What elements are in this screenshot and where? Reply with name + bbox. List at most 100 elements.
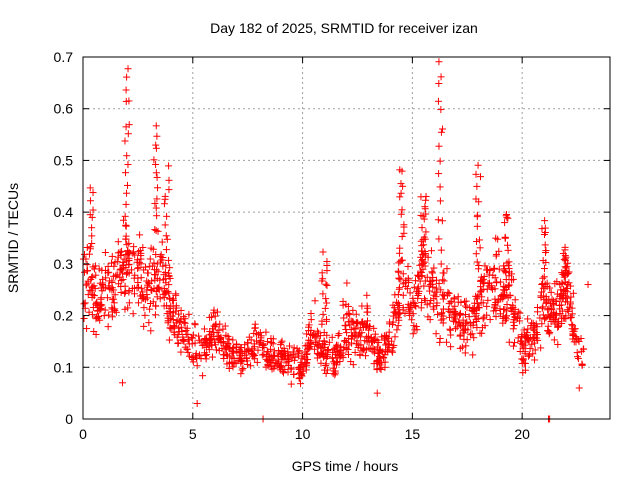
data-point (84, 277, 92, 285)
data-point (154, 184, 162, 192)
data-point (573, 353, 581, 361)
data-point (295, 375, 303, 383)
data-point (180, 337, 188, 345)
data-point (491, 302, 499, 310)
data-point (225, 364, 233, 372)
data-point (80, 314, 88, 322)
data-point (401, 309, 409, 317)
data-point (102, 267, 110, 275)
data-point (519, 345, 527, 353)
data-point (86, 243, 94, 251)
data-point (356, 351, 364, 359)
data-point (82, 255, 90, 263)
data-point (409, 330, 417, 338)
data-point (381, 336, 389, 344)
data-point (313, 332, 321, 340)
data-point (83, 261, 91, 269)
data-point (566, 300, 574, 308)
data-point (319, 290, 327, 298)
data-point (399, 270, 407, 278)
data-point (145, 319, 153, 327)
data-point (158, 238, 166, 246)
data-point (125, 299, 133, 307)
data-point (323, 347, 331, 355)
data-point (517, 339, 525, 347)
data-point (430, 264, 438, 272)
data-point (429, 303, 437, 311)
data-point (423, 301, 431, 309)
data-point (475, 303, 483, 311)
data-point (431, 288, 439, 296)
data-point (156, 295, 164, 303)
data-point (229, 345, 237, 353)
data-point (161, 268, 169, 276)
data-point (122, 263, 130, 271)
data-point (391, 291, 399, 299)
data-point (125, 249, 133, 257)
data-point (111, 305, 119, 313)
data-point (340, 337, 348, 345)
data-point (208, 313, 216, 321)
data-point (511, 296, 519, 304)
data-point (185, 336, 193, 344)
data-point (346, 321, 354, 329)
data-point (124, 161, 132, 169)
data-point (396, 309, 404, 317)
data-point (376, 353, 384, 361)
data-point (307, 316, 315, 324)
data-point (574, 355, 582, 363)
data-point (287, 380, 295, 388)
data-point (152, 251, 160, 259)
data-point (264, 338, 272, 346)
data-point (454, 298, 462, 306)
data-point (290, 344, 298, 352)
data-point (123, 181, 131, 189)
data-point (284, 355, 292, 363)
data-point (135, 299, 143, 307)
data-point (381, 363, 389, 371)
data-point (396, 244, 404, 252)
data-point (108, 259, 116, 267)
data-point (418, 257, 426, 265)
data-point (344, 309, 352, 317)
data-point (534, 308, 542, 316)
data-point (490, 265, 498, 273)
data-point (395, 259, 403, 267)
data-point (435, 235, 443, 243)
data-point (363, 317, 371, 325)
data-point (238, 366, 246, 374)
data-point (311, 345, 319, 353)
data-point (451, 313, 459, 321)
data-point (404, 262, 412, 270)
data-point (123, 241, 131, 249)
data-point (304, 327, 312, 335)
data-point (177, 348, 185, 356)
data-point (297, 371, 305, 379)
data-point (322, 295, 330, 303)
data-point (539, 303, 547, 311)
data-point (114, 238, 122, 246)
data-point (533, 323, 541, 331)
data-point (479, 299, 487, 307)
data-point (480, 272, 488, 280)
data-point (342, 325, 350, 333)
data-point (102, 274, 110, 282)
data-point (471, 299, 479, 307)
data-point (322, 280, 330, 288)
data-point (124, 65, 132, 73)
data-point (478, 324, 486, 332)
data-point (435, 142, 443, 150)
data-point (278, 337, 286, 345)
data-point (332, 359, 340, 367)
data-point (323, 261, 331, 269)
data-point (137, 260, 145, 268)
data-point (478, 329, 486, 337)
data-point (354, 344, 362, 352)
data-point (134, 278, 142, 286)
data-point (438, 291, 446, 299)
data-point (439, 125, 447, 133)
data-point (113, 258, 121, 266)
data-point (397, 210, 405, 218)
data-point (86, 211, 94, 219)
data-point (301, 353, 309, 361)
